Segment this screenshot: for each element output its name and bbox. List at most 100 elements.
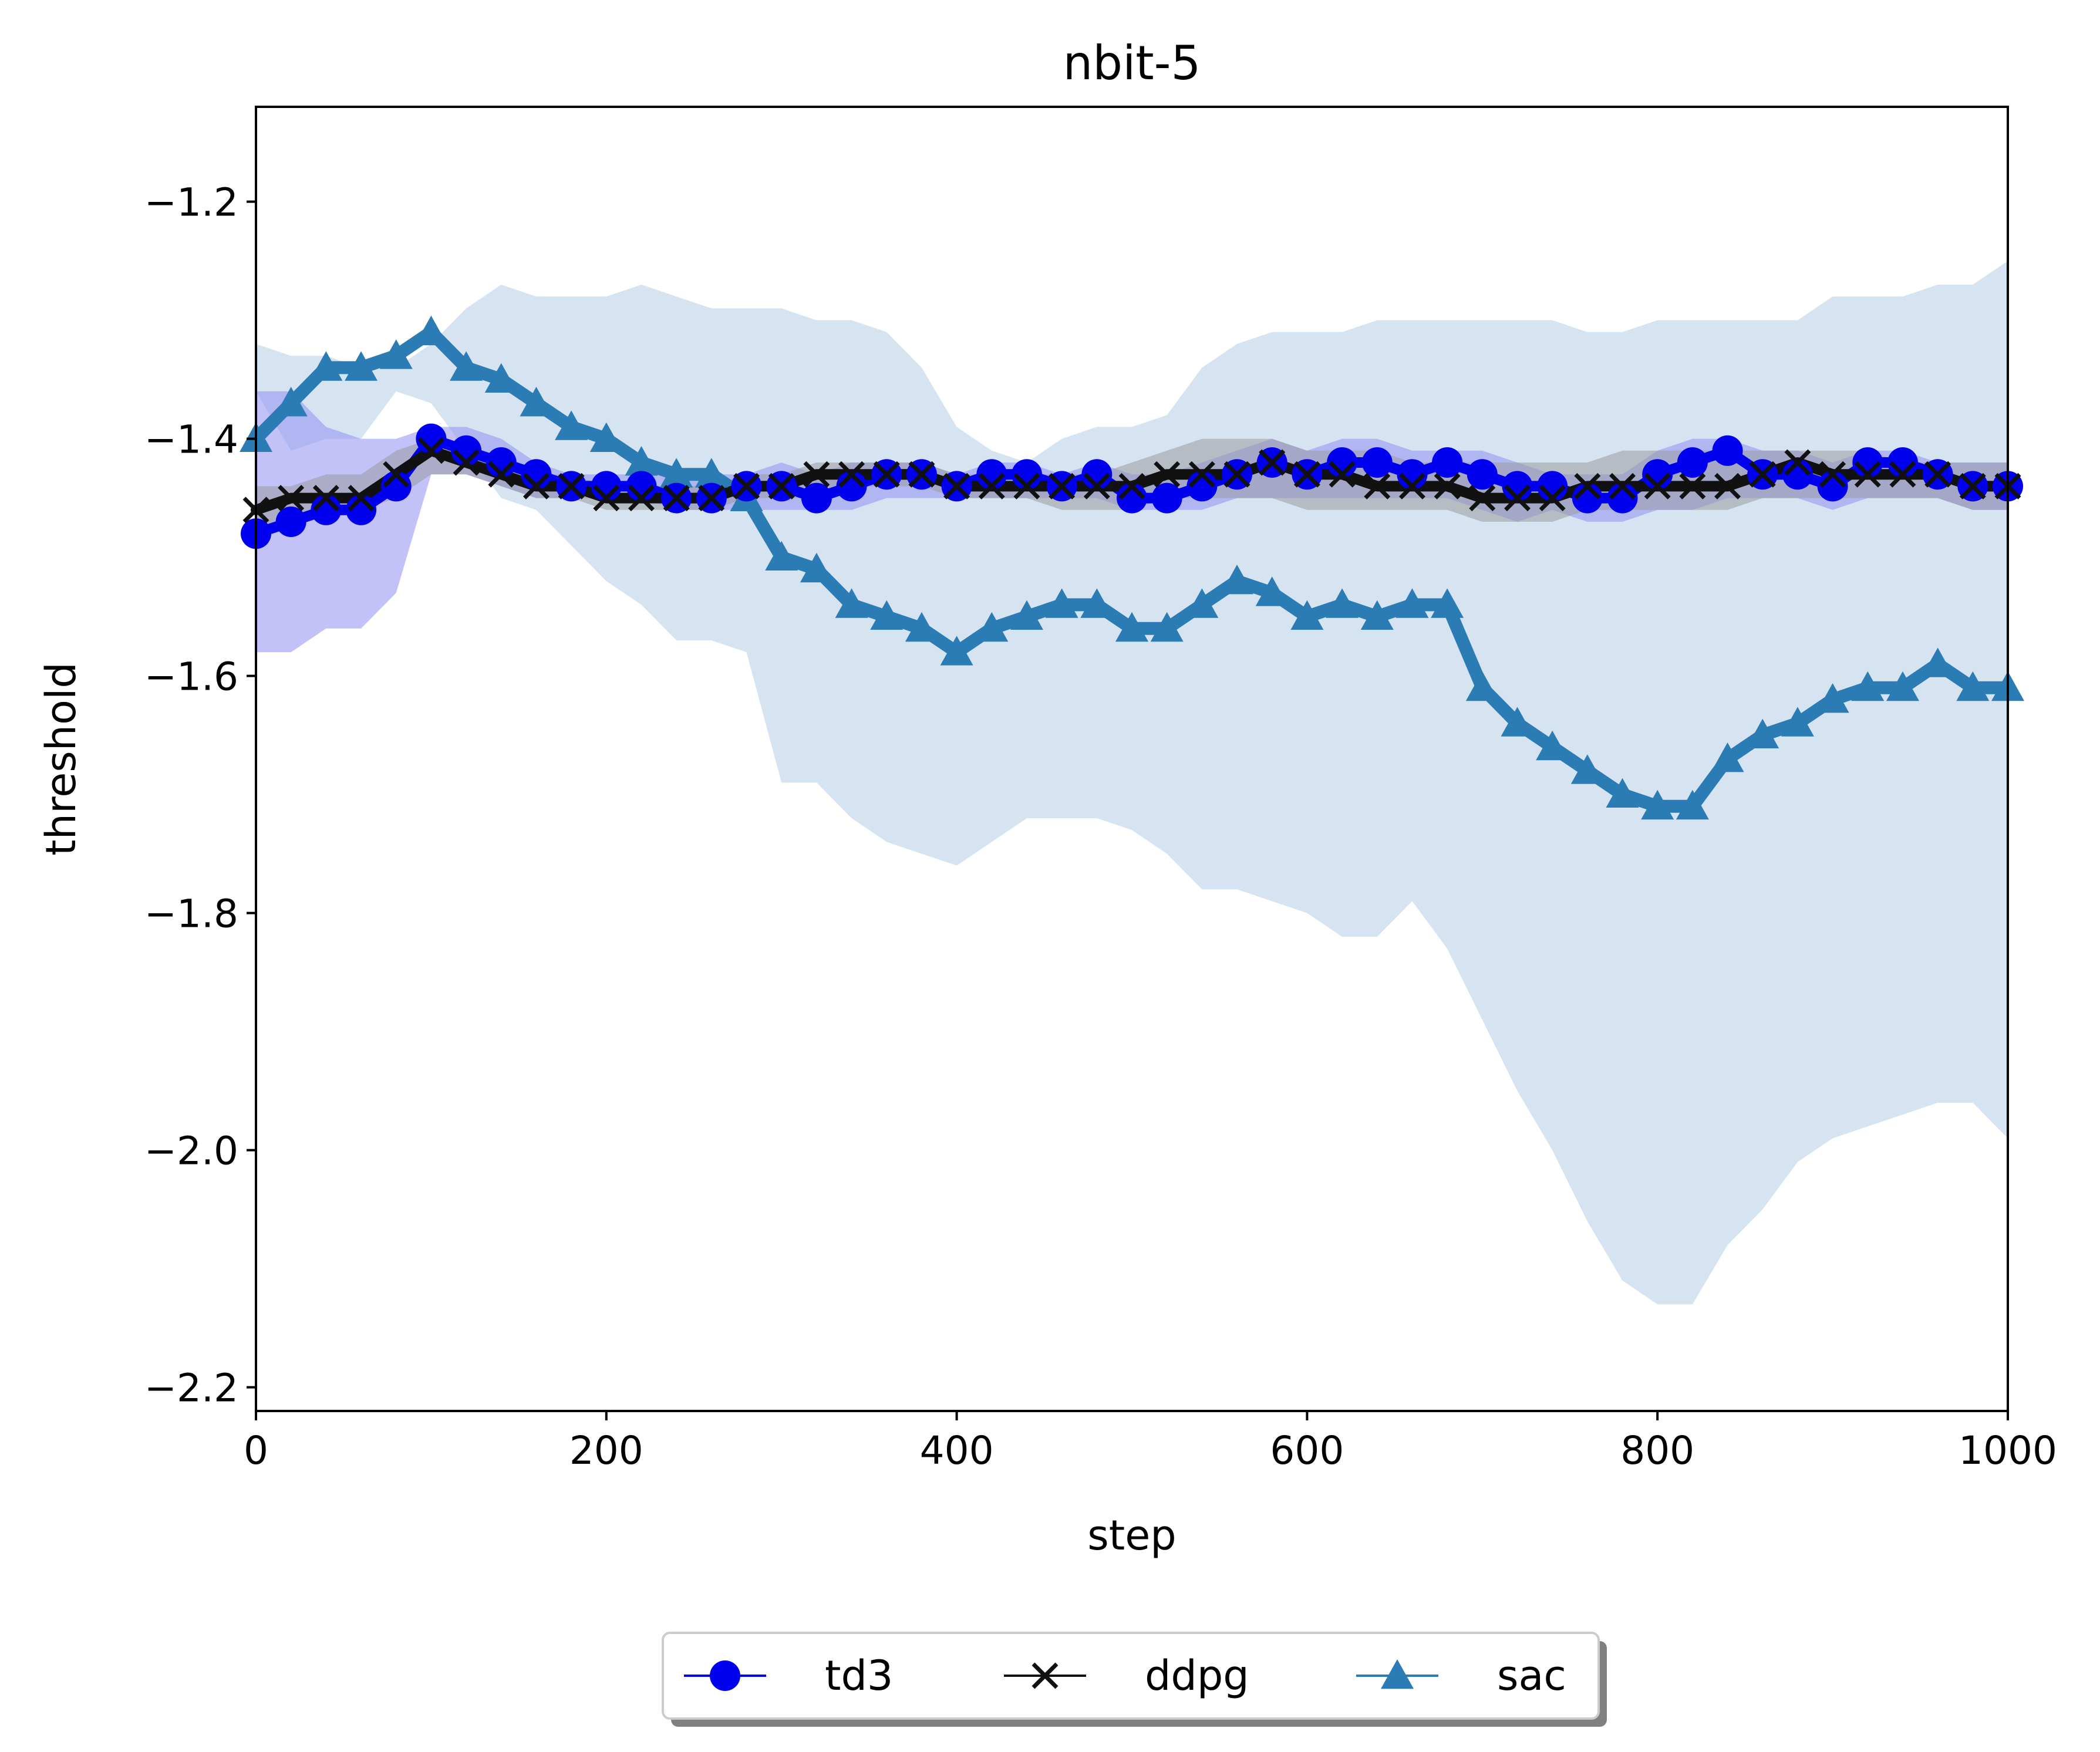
legend-marker-ddpg — [1032, 1662, 1059, 1689]
point-ddpg — [1784, 449, 1811, 476]
point-td3 — [1467, 459, 1498, 490]
point-sac — [1290, 600, 1324, 630]
point-sac — [1431, 588, 1464, 618]
x-tick-label: 0 — [244, 1428, 268, 1473]
point-td3 — [1117, 482, 1147, 514]
point-td3 — [1677, 447, 1708, 478]
x-tick-label: 1000 — [1959, 1428, 2057, 1473]
point-td3 — [1432, 447, 1463, 478]
point-td3 — [1852, 447, 1883, 478]
point-sac — [1465, 671, 1499, 701]
point-td3 — [591, 471, 622, 502]
point-td3 — [1712, 435, 1743, 466]
point-sac — [1255, 576, 1289, 606]
x-axis-label: step — [1087, 1511, 1176, 1559]
point-ddpg — [1293, 461, 1320, 488]
point-ddpg — [733, 472, 760, 499]
point-ddpg — [1188, 461, 1215, 488]
point-sac — [625, 446, 658, 476]
point-ddpg — [1924, 461, 1951, 488]
point-sac — [940, 636, 973, 666]
point-ddpg — [1398, 472, 1425, 499]
point-ddpg — [1819, 461, 1846, 488]
plot-area — [240, 261, 2024, 1305]
point-ddpg — [663, 485, 690, 512]
legend-label-sac: sac — [1497, 1652, 1566, 1700]
point-ddpg — [698, 485, 725, 512]
point-ddpg — [1644, 472, 1671, 499]
point-sac — [1606, 778, 1639, 808]
point-td3 — [1186, 471, 1218, 502]
point-ddpg — [1609, 472, 1636, 499]
point-td3 — [1502, 471, 1533, 502]
point-ddpg — [1083, 472, 1110, 499]
point-sac — [1501, 707, 1534, 737]
point-td3 — [451, 435, 482, 466]
point-sac — [1395, 588, 1429, 618]
point-ddpg — [1749, 461, 1776, 488]
point-td3 — [1397, 459, 1428, 490]
point-ddpg — [1539, 485, 1566, 512]
point-sac — [1711, 742, 1744, 772]
point-ddpg — [768, 472, 795, 499]
point-ddpg — [1223, 461, 1250, 488]
point-sac — [484, 363, 518, 393]
point-sac — [870, 600, 904, 630]
point-td3 — [836, 471, 867, 502]
point-ddpg — [488, 461, 515, 488]
point-ddpg — [873, 461, 900, 488]
point-ddpg — [1679, 472, 1706, 499]
point-sac — [1080, 588, 1114, 618]
legend-box — [662, 1632, 1600, 1720]
point-ddpg — [348, 485, 375, 512]
point-td3 — [1572, 482, 1603, 514]
point-sac — [1781, 707, 1814, 737]
point-sac — [520, 387, 553, 417]
point-td3 — [1887, 447, 1918, 478]
point-sac — [765, 541, 798, 571]
point-td3 — [1327, 447, 1358, 478]
point-ddpg — [1574, 472, 1601, 499]
point-ddpg — [1504, 485, 1531, 512]
point-td3 — [275, 507, 306, 537]
point-ddpg — [1259, 449, 1286, 476]
point-td3 — [1537, 471, 1568, 502]
point-td3 — [1782, 459, 1813, 490]
point-sac — [555, 410, 588, 440]
point-sac — [1851, 671, 1885, 701]
point-td3 — [1642, 459, 1673, 490]
point-ddpg — [1959, 472, 1986, 499]
point-sac — [905, 612, 938, 642]
point-ddpg — [908, 461, 935, 488]
point-td3 — [1151, 482, 1182, 514]
point-ddpg — [1854, 461, 1881, 488]
point-sac — [1641, 789, 1674, 820]
x-axis: 0 200 400 600 800 1000 — [244, 1411, 2057, 1473]
point-ddpg — [1434, 472, 1461, 499]
point-sac — [414, 315, 448, 346]
legend-marker-sac — [1381, 1659, 1414, 1689]
point-sac — [1115, 612, 1148, 642]
y-axis: −2.2 −2.0 −1.8 −1.6 −1.4 −1.2 — [144, 180, 256, 1411]
point-td3 — [801, 482, 832, 514]
y-tick-label: −2.0 — [144, 1129, 238, 1174]
point-sac — [1326, 588, 1359, 618]
point-sac — [345, 351, 378, 381]
point-ddpg — [1118, 472, 1145, 499]
point-sac — [1010, 600, 1043, 630]
x-tick-label: 400 — [920, 1428, 994, 1473]
point-sac — [1360, 600, 1394, 630]
point-sac — [835, 588, 868, 618]
point-sac — [800, 552, 833, 583]
point-sac — [1185, 588, 1219, 618]
point-td3 — [486, 447, 517, 478]
point-ddpg — [1049, 472, 1076, 499]
x-tick-label: 800 — [1620, 1428, 1694, 1473]
point-td3 — [1011, 459, 1042, 490]
point-sac — [589, 422, 623, 452]
point-sac — [450, 351, 483, 381]
point-ddpg — [628, 485, 655, 512]
legend-label-td3: td3 — [825, 1652, 893, 1700]
point-ddpg — [1013, 472, 1040, 499]
